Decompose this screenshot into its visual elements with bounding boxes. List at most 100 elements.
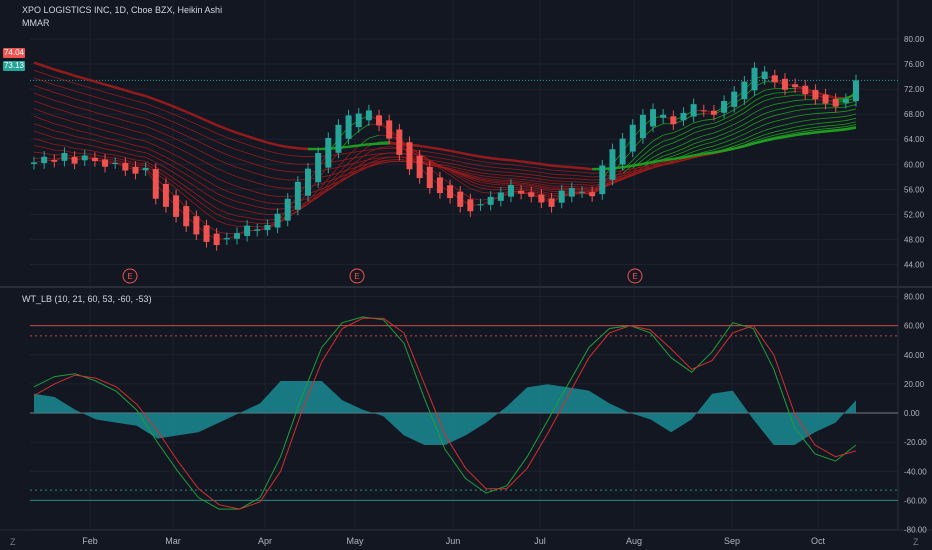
mmar-segment — [368, 134, 380, 139]
mmar-segment — [500, 158, 512, 162]
mmar-segment — [84, 101, 95, 105]
candle-body — [376, 115, 383, 126]
indicator-label-lower[interactable]: WT_LB (10, 21, 60, 53, -60, -53) — [22, 294, 152, 304]
mmar-segment — [125, 128, 136, 132]
mmar-segment — [196, 180, 207, 188]
mmar-segment — [247, 203, 258, 208]
mmar-segment — [774, 135, 786, 140]
mmar-segment — [531, 180, 542, 183]
mmar-segment — [74, 74, 86, 80]
mmar-segment — [723, 123, 735, 130]
mmar-segment — [247, 217, 258, 220]
mmar-segment — [652, 159, 664, 164]
candle-body — [467, 199, 474, 212]
mmar-segment — [835, 110, 846, 113]
mmar-segment — [723, 142, 735, 147]
mmar-segment — [257, 200, 268, 204]
mmar-segment — [206, 119, 218, 127]
mmar-segment — [825, 129, 836, 133]
mmar-segment — [805, 107, 816, 110]
mmar-segment — [54, 130, 65, 134]
mmar-segment — [419, 150, 430, 153]
mmar-segment — [744, 134, 755, 140]
mmar-segment — [44, 147, 55, 151]
mmar-segment — [774, 129, 786, 133]
mmar-segment — [784, 122, 796, 126]
price-tick-label: 56.00 — [904, 185, 925, 194]
mmar-segment — [805, 129, 816, 132]
mmar-segment — [236, 149, 248, 154]
mmar-segment — [216, 177, 227, 183]
mmar-segment — [328, 172, 339, 177]
mmar-segment — [145, 125, 156, 131]
mmar-segment — [236, 176, 248, 181]
mmar-segment — [33, 130, 45, 135]
mmar-segment — [338, 173, 349, 179]
mmar-segment — [84, 143, 95, 147]
mmar-segment — [115, 157, 126, 161]
earnings-marker — [349, 268, 365, 284]
wt-tick-label: 20.00 — [904, 380, 925, 389]
mmar-segment — [521, 173, 532, 176]
mmar-segment — [338, 164, 349, 168]
mmar-segment — [683, 151, 694, 156]
mmar-segment — [104, 148, 116, 152]
candle-body — [568, 188, 575, 197]
time-tick-label: Aug — [626, 536, 642, 546]
mmar-segment — [845, 126, 857, 131]
candle-body — [680, 112, 687, 121]
mmar-segment — [186, 143, 197, 150]
mmar-segment — [94, 119, 106, 124]
mmar-segment — [683, 157, 694, 161]
mmar-segment — [642, 166, 654, 170]
mmar-segment — [470, 175, 481, 179]
mmar-segment — [74, 106, 85, 110]
mmar-segment — [663, 157, 674, 162]
mmar-segment — [805, 126, 816, 130]
mmar-segment — [561, 170, 572, 172]
mmar-segment — [673, 156, 684, 161]
mmar-segment — [186, 168, 197, 175]
mmar-segment — [236, 131, 248, 138]
mmar-segment — [358, 166, 370, 173]
mmar-segment — [54, 137, 65, 141]
mmar-segment — [460, 175, 471, 182]
mmar-segment — [673, 148, 684, 154]
candle-body — [233, 233, 240, 239]
mmar-segment — [673, 143, 684, 149]
mmar-segment — [642, 146, 654, 157]
corner-label-left: Z — [10, 537, 16, 547]
mmar-segment — [206, 145, 217, 151]
mmar-segment — [104, 153, 116, 156]
mmar-segment — [480, 165, 491, 168]
mmar-segment — [703, 118, 714, 121]
earnings-marker — [122, 268, 138, 284]
mmar-segment — [216, 167, 227, 174]
mmar-segment — [754, 100, 765, 107]
indicator-label-main[interactable]: MMAR — [22, 18, 50, 28]
mmar-segment — [744, 95, 755, 104]
mmar-segment — [845, 124, 857, 127]
mmar-segment — [307, 189, 319, 202]
mmar-segment — [663, 160, 674, 163]
mmar-segment — [683, 147, 694, 153]
mmar-segment — [531, 170, 542, 173]
mmar-segment — [104, 130, 116, 134]
mmar-segment — [226, 145, 238, 151]
mmar-segment — [541, 187, 552, 190]
mmar-segment — [581, 189, 593, 191]
mmar-segment — [795, 114, 806, 117]
mmar-segment — [125, 162, 136, 166]
mmar-segment — [581, 171, 593, 174]
mmar-segment — [338, 167, 349, 179]
wt-tick-label: -40.00 — [904, 467, 927, 476]
mmar-segment — [206, 180, 217, 187]
mmar-segment — [683, 127, 694, 134]
mmar-segment — [825, 117, 836, 119]
mmar-segment — [521, 187, 532, 190]
wt-tick-label: -80.00 — [904, 526, 927, 535]
mmar-segment — [54, 123, 65, 127]
mmar-segment — [541, 168, 552, 171]
mmar-segment — [175, 183, 187, 193]
